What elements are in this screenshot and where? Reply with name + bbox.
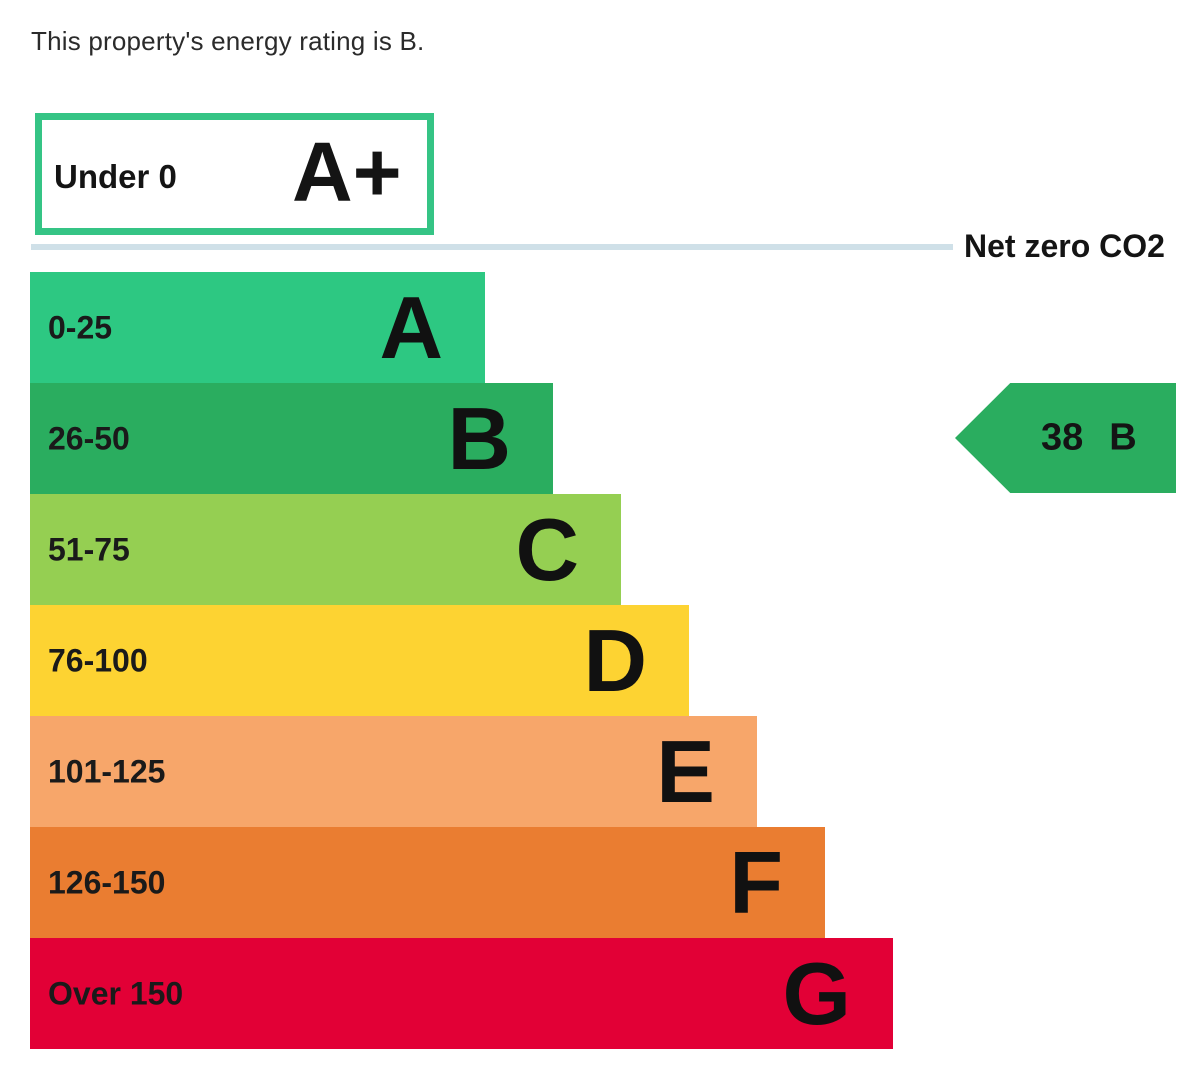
band-letter: E [656,721,715,821]
band-letter: C [515,499,579,599]
band-letter: F [729,832,783,932]
band-range-label: 51-75 [48,531,130,567]
band-letter: G [782,943,851,1043]
a-plus-letter: A+ [292,125,402,219]
net-zero-label: Net zero CO2 [964,228,1165,264]
band-range-label: 26-50 [48,420,130,456]
rating-band-d: 76-100 D [30,605,689,716]
net-zero-line [31,244,953,250]
rating-band-g: Over 150 G [30,938,893,1049]
energy-rating-summary: This property's energy rating is B. [31,26,425,56]
band-letter: B [447,388,511,488]
band-range-label: Over 150 [48,975,184,1011]
a-plus-range-label: Under 0 [54,158,177,195]
band-letter: D [583,610,647,710]
band-range-label: 76-100 [48,642,148,678]
current-rating-arrow: 38 B [955,383,1176,493]
band-range-label: 101-125 [48,753,166,789]
rating-band-c: 51-75 C [30,494,621,605]
current-rating-value: 38 [1041,416,1084,459]
rating-band-e: 101-125 E [30,716,757,827]
a-plus-band: Under 0 A+ [35,113,434,235]
rating-band-f: 126-150 F [30,827,825,938]
current-rating-letter: B [1109,416,1137,459]
rating-band-a: 0-25 A [30,272,485,383]
rating-band-b: 26-50 B [30,383,553,494]
band-letter: A [379,277,443,377]
band-range-label: 0-25 [48,309,113,345]
band-range-label: 126-150 [48,864,166,900]
